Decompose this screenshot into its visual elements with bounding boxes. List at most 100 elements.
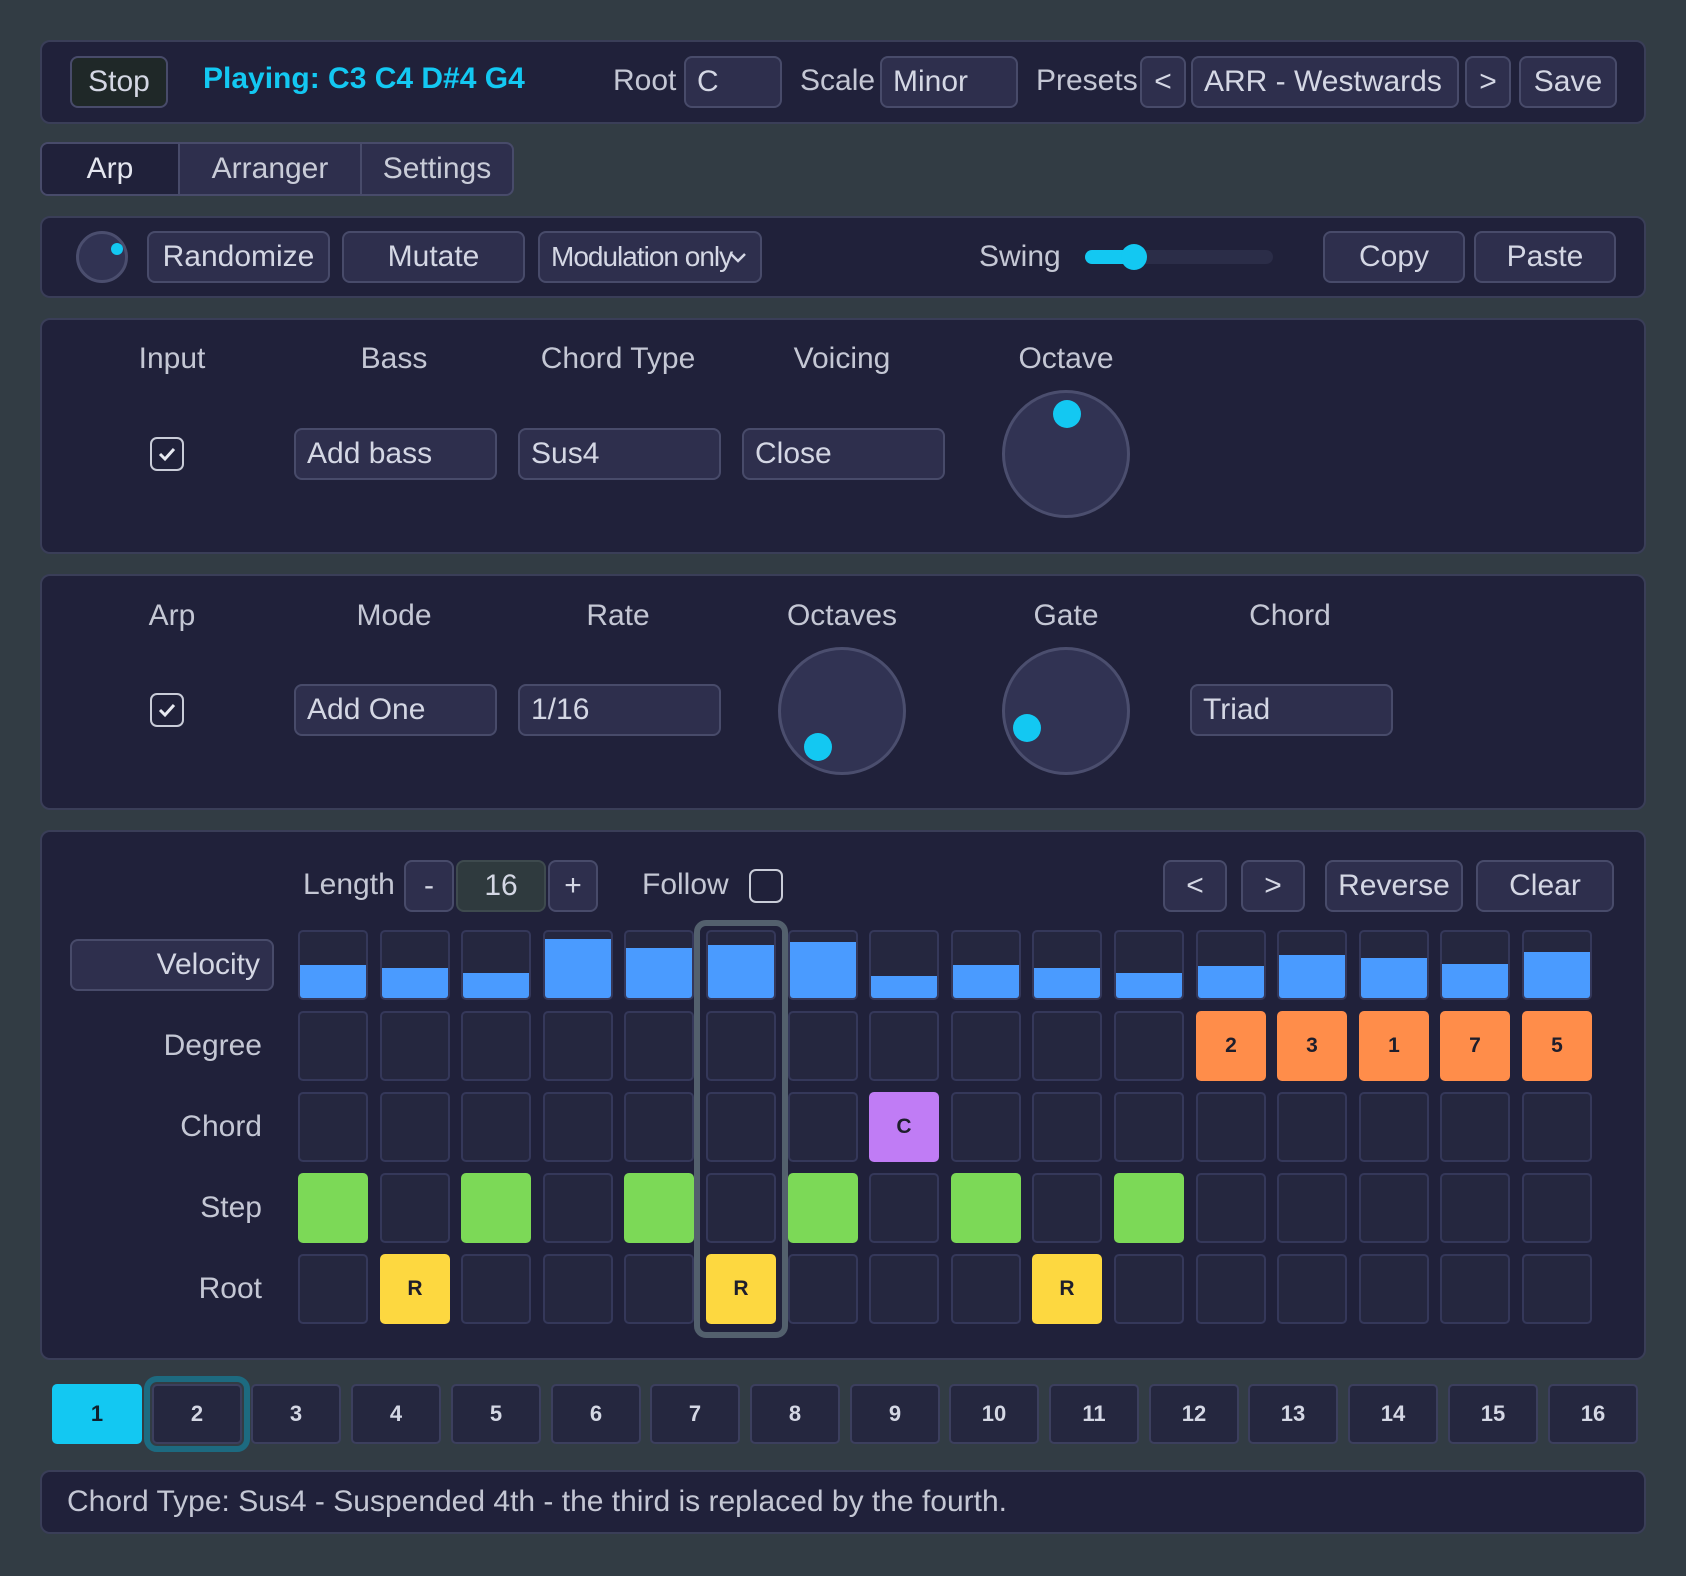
chord-cell[interactable] <box>1032 1092 1102 1162</box>
randomize-button[interactable]: Randomize <box>147 231 330 283</box>
root-cell[interactable] <box>1277 1254 1347 1324</box>
step-cell[interactable] <box>461 1173 531 1243</box>
random-amount-knob[interactable] <box>76 231 128 283</box>
degree-cell[interactable] <box>543 1011 613 1081</box>
root-cell[interactable]: R <box>380 1254 450 1324</box>
root-cell[interactable]: R <box>1032 1254 1102 1324</box>
step-cell[interactable] <box>788 1173 858 1243</box>
preset-prev-button[interactable]: < <box>1140 56 1186 108</box>
shift-left-button[interactable]: < <box>1163 860 1227 912</box>
root-cell[interactable] <box>543 1254 613 1324</box>
pattern-button-11[interactable]: 11 <box>1049 1384 1139 1444</box>
tab-arp[interactable]: Arp <box>42 144 180 194</box>
root-cell[interactable] <box>1522 1254 1592 1324</box>
chord-cell[interactable] <box>1114 1092 1184 1162</box>
velocity-cell[interactable] <box>788 930 858 1000</box>
pattern-button-15[interactable]: 15 <box>1448 1384 1538 1444</box>
velocity-cell[interactable] <box>951 930 1021 1000</box>
tab-arranger[interactable]: Arranger <box>180 144 362 194</box>
velocity-cell[interactable] <box>1032 930 1102 1000</box>
pattern-button-1[interactable]: 1 <box>52 1384 142 1444</box>
root-cell[interactable] <box>1440 1254 1510 1324</box>
pattern-button-10[interactable]: 10 <box>949 1384 1039 1444</box>
reverse-button[interactable]: Reverse <box>1325 860 1463 912</box>
chord-cell[interactable] <box>543 1092 613 1162</box>
chord-cell[interactable] <box>706 1092 776 1162</box>
shift-right-button[interactable]: > <box>1241 860 1305 912</box>
copy-button[interactable]: Copy <box>1323 231 1465 283</box>
degree-cell[interactable] <box>951 1011 1021 1081</box>
scale-select[interactable]: Minor <box>880 56 1018 108</box>
degree-cell[interactable] <box>1032 1011 1102 1081</box>
root-cell[interactable] <box>461 1254 531 1324</box>
chord-cell[interactable] <box>1440 1092 1510 1162</box>
chord-select[interactable]: Triad <box>1190 684 1393 736</box>
chord-cell[interactable]: C <box>869 1092 939 1162</box>
degree-cell[interactable] <box>1114 1011 1184 1081</box>
pattern-button-16[interactable]: 16 <box>1548 1384 1638 1444</box>
root-cell[interactable] <box>869 1254 939 1324</box>
pattern-button-13[interactable]: 13 <box>1248 1384 1338 1444</box>
swing-slider[interactable] <box>1085 244 1273 270</box>
tab-settings[interactable]: Settings <box>382 152 492 185</box>
degree-cell[interactable] <box>298 1011 368 1081</box>
degree-cell[interactable]: 7 <box>1440 1011 1510 1081</box>
pattern-button-9[interactable]: 9 <box>850 1384 940 1444</box>
degree-cell[interactable]: 3 <box>1277 1011 1347 1081</box>
pattern-button-5[interactable]: 5 <box>451 1384 541 1444</box>
velocity-cell[interactable] <box>543 930 613 1000</box>
chord-cell[interactable] <box>298 1092 368 1162</box>
velocity-row-button[interactable]: Velocity <box>70 939 274 991</box>
swing-slider-thumb[interactable] <box>1120 244 1147 270</box>
chord-cell[interactable] <box>788 1092 858 1162</box>
degree-cell[interactable]: 2 <box>1196 1011 1266 1081</box>
clear-button[interactable]: Clear <box>1476 860 1614 912</box>
root-cell[interactable] <box>951 1254 1021 1324</box>
pattern-button-7[interactable]: 7 <box>650 1384 740 1444</box>
root-cell[interactable] <box>788 1254 858 1324</box>
chord-type-select[interactable]: Sus4 <box>518 428 721 480</box>
step-cell[interactable] <box>869 1173 939 1243</box>
root-cell[interactable] <box>1114 1254 1184 1324</box>
octave-knob[interactable] <box>1002 390 1130 518</box>
step-cell[interactable] <box>1522 1173 1592 1243</box>
step-cell[interactable] <box>380 1173 450 1243</box>
chord-cell[interactable] <box>1522 1092 1592 1162</box>
degree-cell[interactable]: 1 <box>1359 1011 1429 1081</box>
paste-button[interactable]: Paste <box>1474 231 1616 283</box>
chord-cell[interactable] <box>380 1092 450 1162</box>
step-cell[interactable] <box>624 1173 694 1243</box>
save-button[interactable]: Save <box>1519 56 1617 108</box>
modulation-select[interactable]: Modulation only <box>538 231 762 283</box>
velocity-cell[interactable] <box>1114 930 1184 1000</box>
velocity-cell[interactable] <box>1440 930 1510 1000</box>
chord-cell[interactable] <box>1359 1092 1429 1162</box>
step-cell[interactable] <box>1440 1173 1510 1243</box>
step-cell[interactable] <box>1196 1173 1266 1243</box>
arp-checkbox[interactable] <box>150 693 184 727</box>
step-cell[interactable] <box>298 1173 368 1243</box>
length-increment-button[interactable]: + <box>548 860 598 912</box>
octaves-knob[interactable] <box>778 647 906 775</box>
pattern-button-12[interactable]: 12 <box>1149 1384 1239 1444</box>
follow-checkbox[interactable] <box>749 869 783 903</box>
length-decrement-button[interactable]: - <box>404 860 454 912</box>
root-cell[interactable]: R <box>706 1254 776 1324</box>
preset-next-button[interactable]: > <box>1465 56 1511 108</box>
velocity-cell[interactable] <box>298 930 368 1000</box>
chord-cell[interactable] <box>624 1092 694 1162</box>
step-cell[interactable] <box>1032 1173 1102 1243</box>
root-cell[interactable] <box>298 1254 368 1324</box>
pattern-button-14[interactable]: 14 <box>1348 1384 1438 1444</box>
step-cell[interactable] <box>951 1173 1021 1243</box>
mutate-button[interactable]: Mutate <box>342 231 525 283</box>
step-cell[interactable] <box>1114 1173 1184 1243</box>
velocity-cell[interactable] <box>1359 930 1429 1000</box>
pattern-button-4[interactable]: 4 <box>351 1384 441 1444</box>
pattern-button-3[interactable]: 3 <box>251 1384 341 1444</box>
root-cell[interactable] <box>624 1254 694 1324</box>
velocity-cell[interactable] <box>380 930 450 1000</box>
root-cell[interactable] <box>1359 1254 1429 1324</box>
degree-cell[interactable] <box>706 1011 776 1081</box>
velocity-cell[interactable] <box>624 930 694 1000</box>
